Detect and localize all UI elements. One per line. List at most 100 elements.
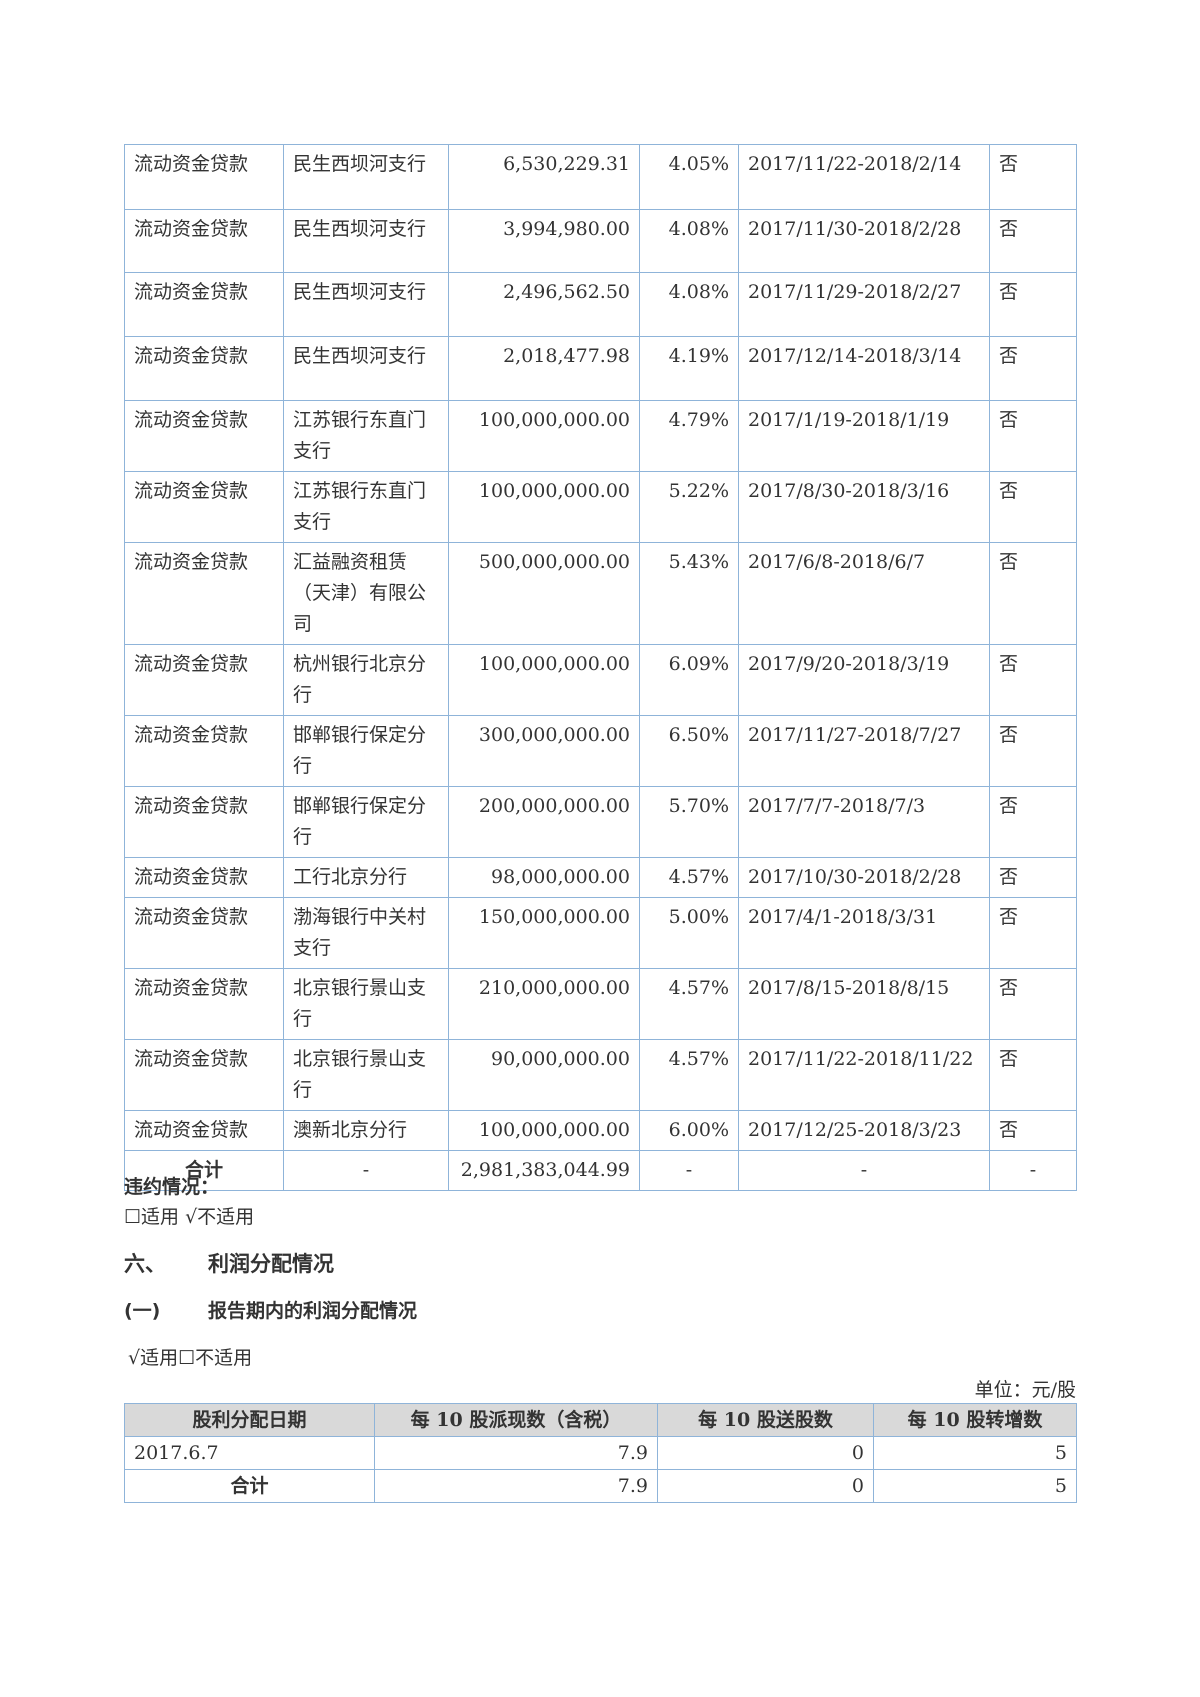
subsection-number: (一): [124, 1300, 161, 1322]
term-cell: 2017/12/25-2018/3/23: [738, 1110, 990, 1151]
rate-cell: 6.09%: [639, 644, 739, 716]
loan-type-cell: 流动资金贷款: [124, 144, 284, 210]
rate-cell: 4.57%: [639, 857, 739, 898]
amount-cell: 2,496,562.50: [448, 272, 640, 337]
lender-cell: 民生西坝河支行: [283, 209, 449, 273]
lender-cell: 澳新北京分行: [283, 1110, 449, 1151]
table-row: 流动资金贷款 江苏银行东直门支行 100,000,000.00 4.79% 2017/1…: [124, 400, 1077, 472]
bonus-cell: 0: [657, 1469, 874, 1503]
amount-cell: 210,000,000.00: [448, 968, 640, 1040]
cash-cell: 7.9: [374, 1436, 658, 1470]
rate-cell: 4.08%: [639, 209, 739, 273]
term-cell: 2017/11/27-2018/7/27: [738, 715, 990, 787]
amount-cell: 2,018,477.98: [448, 336, 640, 401]
term-cell: 2017/8/15-2018/8/15: [738, 968, 990, 1040]
total-label: 合计: [124, 1469, 375, 1503]
header-cell: 每 10 股送股数: [657, 1403, 874, 1437]
amount-cell: 300,000,000.00: [448, 715, 640, 787]
loan-type-cell: 流动资金贷款: [124, 336, 284, 401]
overdue-cell: 否: [989, 1110, 1077, 1151]
loan-type-cell: 流动资金贷款: [124, 1039, 284, 1111]
term-cell: -: [738, 1150, 990, 1191]
overdue-cell: 否: [989, 1039, 1077, 1111]
lender-cell: 渤海银行中关村支行: [283, 897, 449, 969]
amount-cell: 2,981,383,044.99: [448, 1150, 640, 1191]
rate-cell: 5.43%: [639, 542, 739, 645]
subsection-title: 报告期内的利润分配情况: [208, 1300, 418, 1322]
term-cell: 2017/11/22-2018/2/14: [738, 144, 990, 210]
rate-cell: 5.00%: [639, 897, 739, 969]
table-row: 流动资金贷款 北京银行景山支行 210,000,000.00 4.57% 2017/8/…: [124, 968, 1077, 1040]
lender-cell: 工行北京分行: [283, 857, 449, 898]
lender-cell: 民生西坝河支行: [283, 144, 449, 210]
amount-cell: 100,000,000.00: [448, 400, 640, 472]
table-row: 流动资金贷款 江苏银行东直门支行 100,000,000.00 5.22% 2017/8…: [124, 471, 1077, 543]
overdue-cell: 否: [989, 400, 1077, 472]
table-row: 2017.6.7 7.9 0 5: [124, 1436, 1077, 1470]
loan-type-cell: 流动资金贷款: [124, 542, 284, 645]
section-title: 利润分配情况: [208, 1252, 334, 1276]
total-label: 合计: [124, 1150, 284, 1191]
amount-cell: 500,000,000.00: [448, 542, 640, 645]
lender-cell: 邯郸银行保定分行: [283, 715, 449, 787]
bonus-cell: 0: [657, 1436, 874, 1470]
term-cell: 2017/7/7-2018/7/3: [738, 786, 990, 858]
lender-cell: 汇益融资租赁（天津）有限公司: [283, 542, 449, 645]
date-cell: 2017.6.7: [124, 1436, 375, 1470]
section-number: 六、: [124, 1252, 166, 1276]
table-row: 流动资金贷款 民生西坝河支行 2,496,562.50 4.08% 2017/11/29…: [124, 272, 1077, 337]
amount-cell: 90,000,000.00: [448, 1039, 640, 1111]
total-row: 合计 -2,981,383,044.99- - -: [124, 1150, 1077, 1191]
loans-table: 流动资金贷款 民生西坝河支行 6,530,229.31 4.05% 2017/11/22…: [124, 144, 1077, 1191]
overdue-cell: 否: [989, 786, 1077, 858]
table-row: 流动资金贷款 汇益融资租赁（天津）有限公司 500,000,000.00 5.43% 2…: [124, 542, 1077, 645]
header-cell: 每 10 股转增数: [873, 1403, 1077, 1437]
header-cell: 股利分配日期: [124, 1403, 375, 1437]
amount-cell: 200,000,000.00: [448, 786, 640, 858]
lender-cell: 北京银行景山支行: [283, 968, 449, 1040]
term-cell: 2017/11/30-2018/2/28: [738, 209, 990, 273]
default-title: 违约情况：: [124, 1176, 220, 1198]
table-row: 流动资金贷款 邯郸银行保定分行 200,000,000.00 5.70% 2017/7/…: [124, 786, 1077, 858]
rate-cell: 5.70%: [639, 786, 739, 858]
table-row: 流动资金贷款 民生西坝河支行 6,530,229.31 4.05% 2017/11/22…: [124, 144, 1077, 210]
lender-cell: -: [283, 1150, 449, 1191]
term-cell: 2017/8/30-2018/3/16: [738, 471, 990, 543]
loan-type-cell: 流动资金贷款: [124, 209, 284, 273]
overdue-cell: 否: [989, 542, 1077, 645]
amount-cell: 3,994,980.00: [448, 209, 640, 273]
lender-cell: 邯郸银行保定分行: [283, 786, 449, 858]
amount-cell: 100,000,000.00: [448, 471, 640, 543]
overdue-cell: 否: [989, 968, 1077, 1040]
term-cell: 2017/9/20-2018/3/19: [738, 644, 990, 716]
term-cell: 2017/11/22-2018/11/22: [738, 1039, 990, 1111]
overdue-cell: 否: [989, 644, 1077, 716]
lender-cell: 民生西坝河支行: [283, 336, 449, 401]
loan-type-cell: 流动资金贷款: [124, 1110, 284, 1151]
lender-cell: 北京银行景山支行: [283, 1039, 449, 1111]
transfer-cell: 5: [873, 1436, 1077, 1470]
table-row: 流动资金贷款 澳新北京分行 100,000,000.00 6.00% 2017/12/2…: [124, 1110, 1077, 1151]
loan-type-cell: 流动资金贷款: [124, 897, 284, 969]
loan-type-cell: 流动资金贷款: [124, 857, 284, 898]
overdue-cell: -: [989, 1150, 1077, 1191]
rate-cell: 4.79%: [639, 400, 739, 472]
loan-type-cell: 流动资金贷款: [124, 968, 284, 1040]
default-status: ☐适用 √不适用: [124, 1206, 255, 1228]
amount-cell: 98,000,000.00: [448, 857, 640, 898]
amount-cell: 6,530,229.31: [448, 144, 640, 210]
overdue-cell: 否: [989, 144, 1077, 210]
table-row: 流动资金贷款 渤海银行中关村支行 150,000,000.00 5.00% 2017/4…: [124, 897, 1077, 969]
loan-type-cell: 流动资金贷款: [124, 644, 284, 716]
header-cell: 每 10 股派现数（含税）: [374, 1403, 658, 1437]
overdue-cell: 否: [989, 715, 1077, 787]
rate-cell: 4.05%: [639, 144, 739, 210]
term-cell: 2017/1/19-2018/1/19: [738, 400, 990, 472]
lender-cell: 民生西坝河支行: [283, 272, 449, 337]
unit-label: 单位：元/股: [974, 1379, 1076, 1401]
rate-cell: 4.57%: [639, 1039, 739, 1111]
table-row: 流动资金贷款 邯郸银行保定分行 300,000,000.00 6.50% 2017/11…: [124, 715, 1077, 787]
amount-cell: 100,000,000.00: [448, 644, 640, 716]
loan-type-cell: 流动资金贷款: [124, 715, 284, 787]
